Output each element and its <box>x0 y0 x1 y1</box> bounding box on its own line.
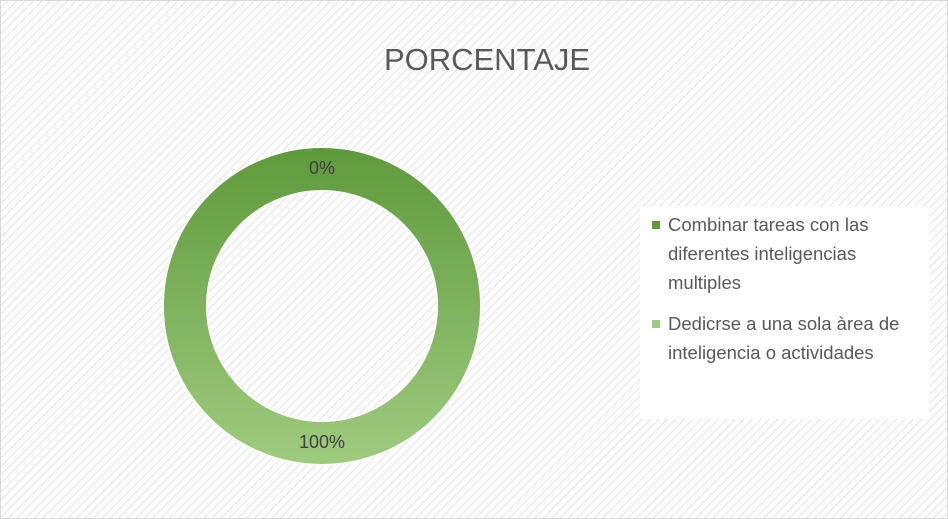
chart-title: PORCENTAJE <box>384 42 590 77</box>
legend-label: Dedicrse a una sola àrea de inteligencia… <box>668 313 900 363</box>
legend-swatch <box>652 221 660 229</box>
legend-entry: Combinar tareas con las diferentes intel… <box>640 210 926 297</box>
data-label: 0% <box>309 158 335 178</box>
donut-slice <box>162 145 482 467</box>
data-label: 100% <box>299 432 345 452</box>
legend-entry: Dedicrse a una sola àrea de inteligencia… <box>640 309 926 367</box>
legend-label: Combinar tareas con las diferentes intel… <box>668 214 869 293</box>
legend-swatch <box>652 320 660 328</box>
legend: Combinar tareas con las diferentes intel… <box>640 206 930 419</box>
